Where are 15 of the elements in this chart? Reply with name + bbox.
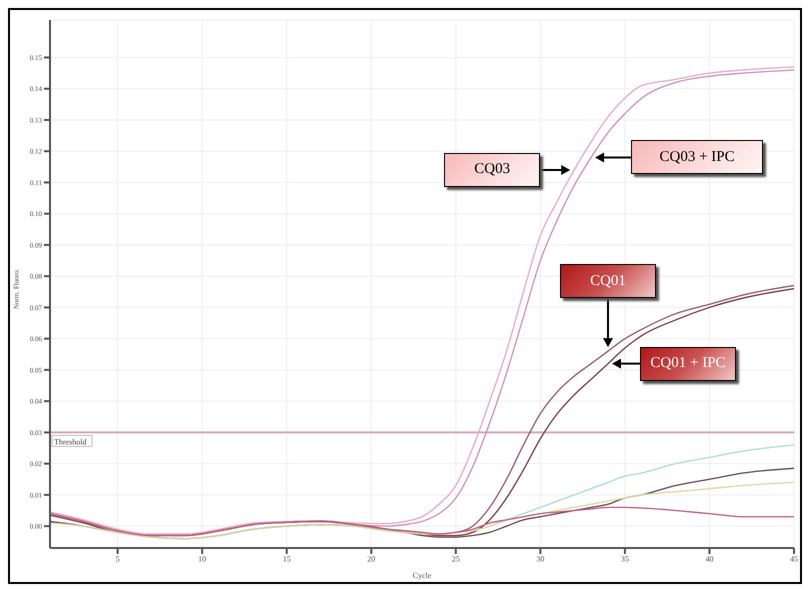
- callout-box: CQ03 + IPC: [631, 140, 764, 174]
- x-tick-label: 10: [198, 554, 206, 564]
- ref-line-label: Threshold: [54, 437, 86, 446]
- x-tick-label: 45: [790, 554, 798, 564]
- callout-box: CQ01: [560, 264, 656, 298]
- x-tick-label: 35: [620, 554, 629, 564]
- x-tick-label: 30: [536, 554, 544, 564]
- x-tick-label: 5: [116, 554, 120, 564]
- x-tick-label: 25: [452, 554, 460, 564]
- x-axis-title: Cycle: [412, 571, 432, 580]
- x-tick-label: 40: [705, 554, 714, 564]
- x-tick-label: 20: [367, 554, 376, 564]
- x-tick-label: 15: [282, 554, 291, 564]
- callout-box: CQ03: [444, 152, 540, 187]
- callout-box: CQ01 + IPC: [640, 346, 736, 381]
